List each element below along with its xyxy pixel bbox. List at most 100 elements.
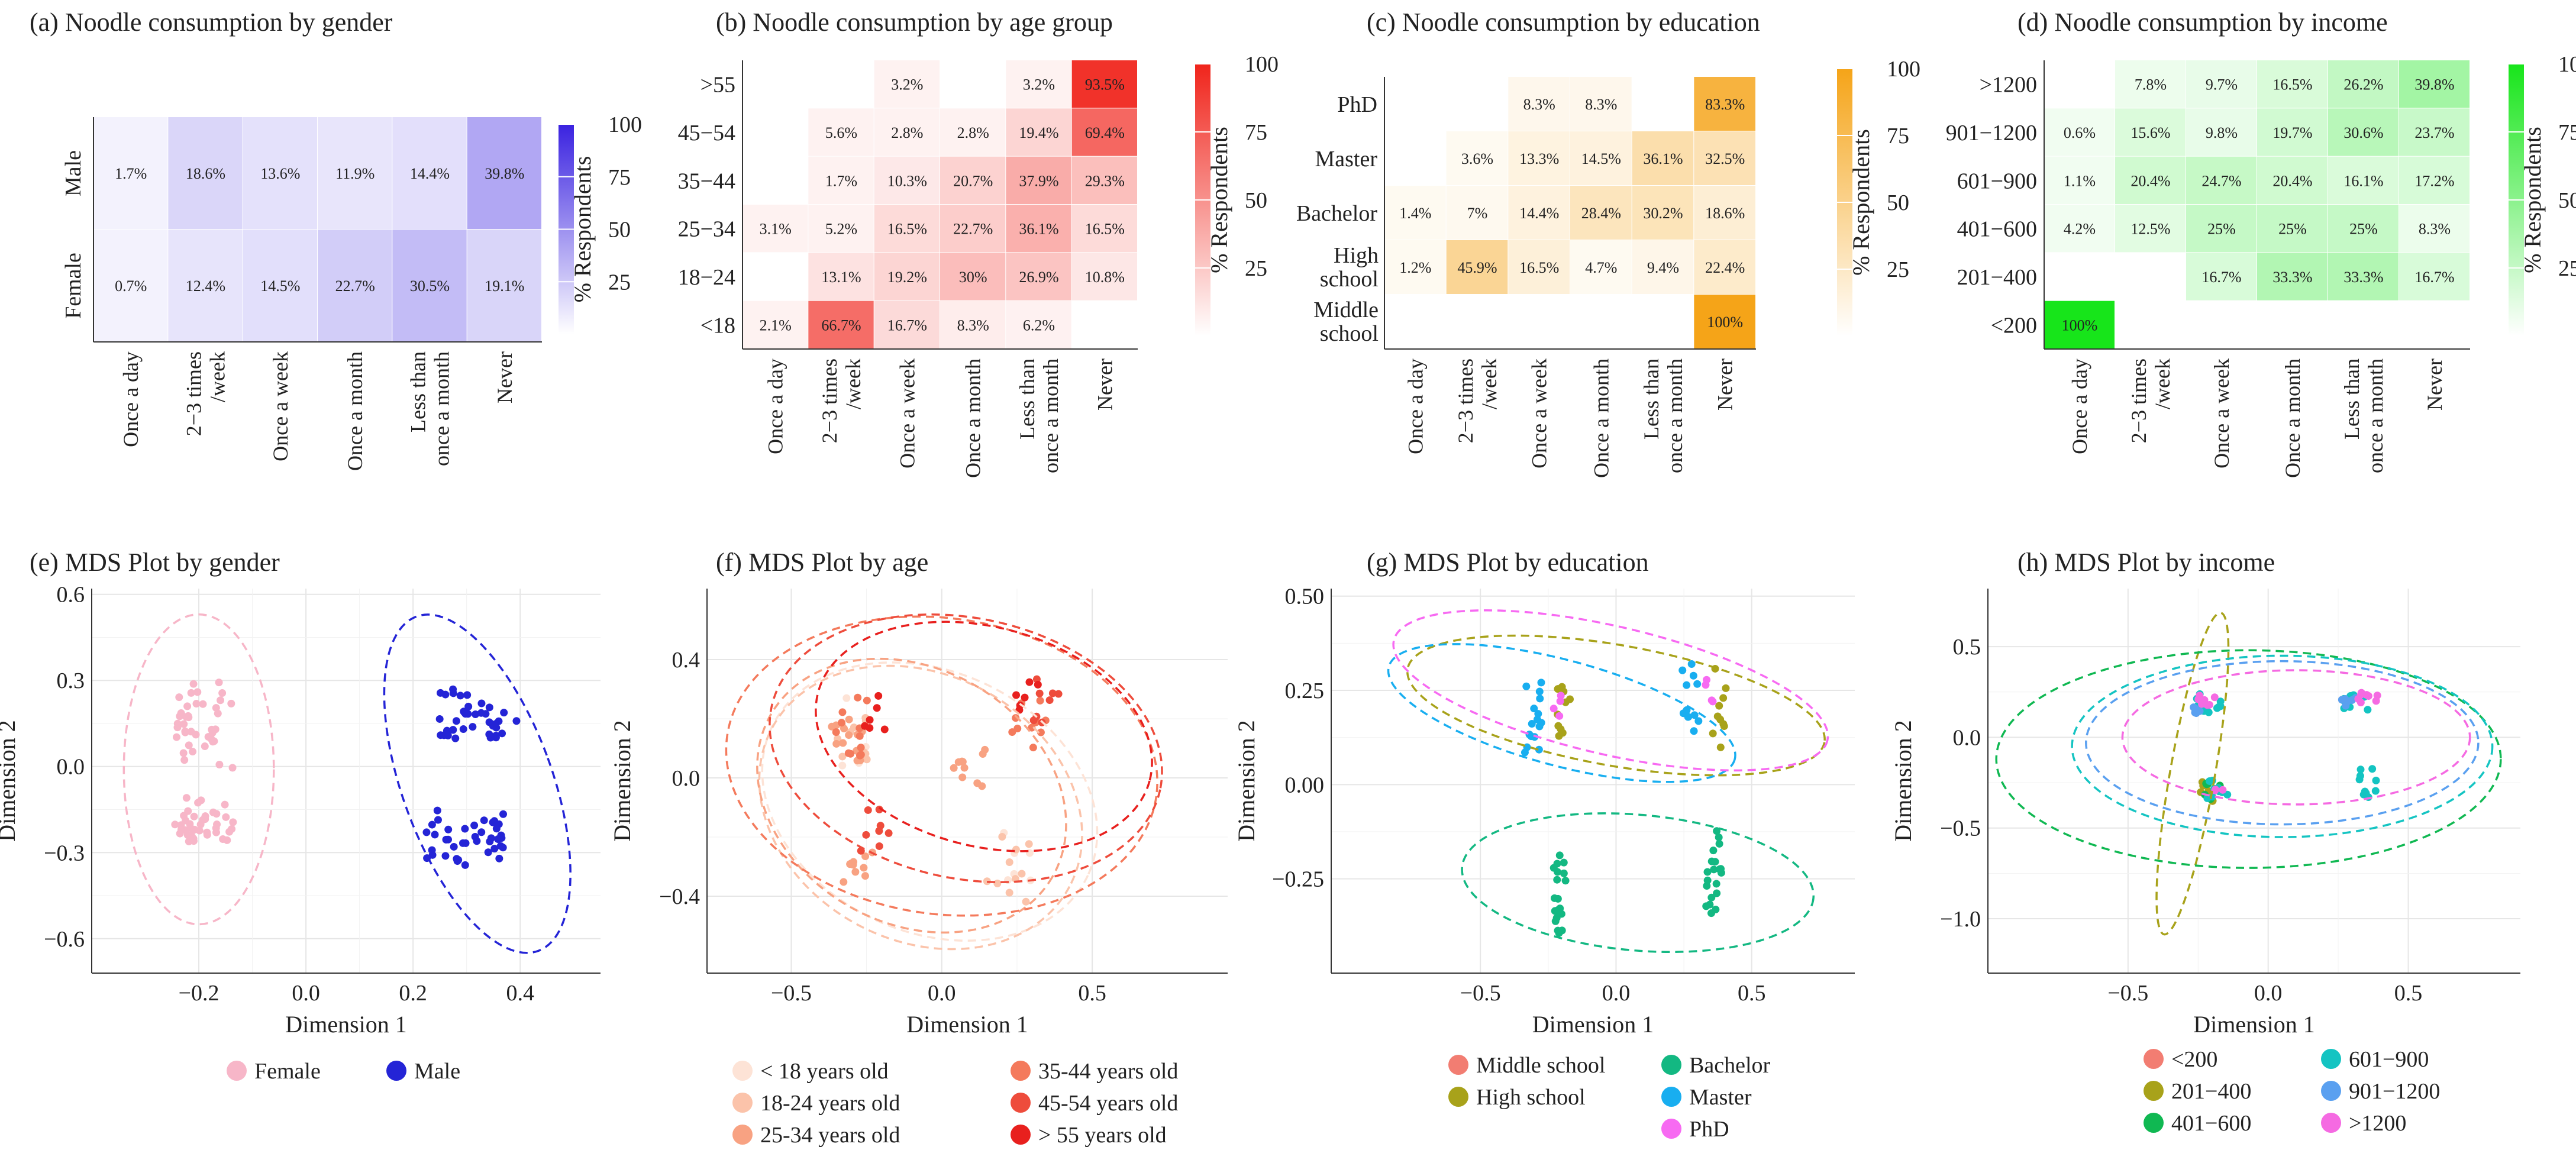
cell-label: 1.2% (1399, 259, 1431, 276)
data-point (866, 716, 874, 724)
column-label: once a month (1663, 358, 1687, 473)
data-point (1716, 743, 1725, 751)
data-point (864, 806, 872, 814)
column-label: Less than (2340, 358, 2364, 440)
column-label: Once a month (961, 358, 985, 478)
data-point (2357, 765, 2365, 774)
heatmap-cell (874, 156, 940, 204)
data-point (840, 725, 848, 733)
heatmap-cell (2257, 301, 2328, 348)
cell-label: 14.4% (410, 165, 450, 182)
data-point (845, 715, 853, 723)
colorbar-tick-label: 75 (608, 165, 631, 190)
data-point (498, 834, 506, 842)
confidence-ellipse (1387, 643, 1736, 783)
legend-swatch (1661, 1087, 1681, 1107)
heatmap-cell (1570, 131, 1632, 185)
data-point (197, 796, 205, 805)
column-label: Never (1093, 358, 1116, 411)
confidence-ellipse (2071, 654, 2494, 838)
cell-label: 6.2% (1023, 316, 1055, 334)
colorbar-tick-label: 75 (2558, 120, 2576, 145)
column-label: 2−3 times (1454, 358, 1477, 443)
heatmap-cell (2115, 301, 2186, 348)
cell-label: 14.5% (260, 277, 300, 295)
data-point (1533, 715, 1541, 723)
heatmap-cell (2115, 205, 2186, 253)
y-tick-label: 0.0 (672, 766, 701, 791)
column-label: Never (1713, 358, 1737, 411)
heatmap-cell (808, 108, 874, 156)
legend-swatch (732, 1061, 753, 1081)
confidence-ellipse (1995, 649, 2502, 869)
data-point (1557, 692, 1565, 700)
data-point (459, 725, 467, 734)
heatmap-cell (168, 230, 243, 341)
data-point (1034, 680, 1042, 689)
mds-panel-g: (g) MDS Plot by education −0.5 0.0 0.5 −0.25… (1233, 548, 1855, 1142)
legend-swatch (1661, 1119, 1681, 1139)
data-point (838, 752, 847, 761)
data-point (2356, 772, 2364, 780)
colorbar-tick-label: 50 (608, 218, 631, 243)
heatmap-cell (743, 108, 808, 156)
cell-label: 10.8% (1085, 269, 1125, 286)
data-point (1054, 690, 1063, 698)
cell-label: 28.4% (1581, 205, 1621, 222)
x-axis-title: Dimension 1 (2193, 1011, 2315, 1038)
row-label: 25−34 (678, 217, 735, 242)
data-point (1719, 694, 1728, 702)
colorbar-tick-label: 75 (1245, 120, 1267, 145)
data-point (1555, 929, 1563, 937)
data-point (1703, 676, 1711, 684)
y-tick-label: 0.4 (672, 648, 701, 673)
x-axis-title: Dimension 1 (906, 1011, 1028, 1038)
confidence-ellipse (769, 613, 1163, 883)
data-point (500, 709, 508, 717)
cell-label: 25% (2278, 221, 2307, 238)
row-label: 401−600 (1957, 217, 2037, 242)
heatmap-cell (1446, 186, 1508, 240)
data-point (838, 708, 847, 716)
legend-label: 201−400 (2171, 1079, 2251, 1104)
data-point (1560, 858, 1568, 867)
cell-label: 16.7% (2201, 269, 2241, 286)
heatmap-cell (1071, 60, 1137, 108)
x-tick-label: 0.0 (292, 981, 320, 1006)
legend-label: High school (1476, 1085, 1586, 1110)
data-point (187, 689, 195, 697)
legend-label: 901−1200 (2349, 1079, 2440, 1104)
colorbar-tick-label: 50 (1887, 190, 1909, 215)
x-tick-label: 0.5 (1738, 981, 1766, 1006)
mds-panel-h: (h) MDS Plot by income −0.5 0.0 0.5 −1.0 −0.5… (1890, 548, 2520, 1136)
heatmap-cell (2257, 108, 2328, 156)
data-point (1713, 889, 1721, 897)
data-point (485, 730, 493, 738)
data-point (431, 831, 439, 839)
heatmap-cell (1006, 205, 1071, 253)
data-point (422, 828, 431, 836)
data-point (461, 861, 469, 869)
column-label: /week (206, 351, 230, 402)
row-label: school (1320, 321, 1379, 346)
data-point (2364, 706, 2372, 714)
heatmap-cell (808, 205, 874, 253)
cell-label: 39.8% (2414, 76, 2454, 93)
data-point (195, 826, 204, 835)
data-point (1534, 710, 1542, 718)
data-point (185, 713, 193, 722)
legend: < 18 years old 18-24 years old 25-34 years… (732, 1059, 1178, 1148)
row-label: <200 (1991, 313, 2037, 338)
column-label: Never (493, 351, 517, 403)
data-point (1715, 839, 1723, 848)
cell-label: 4.2% (2064, 221, 2096, 238)
heatmap-cell (2186, 156, 2257, 204)
cell-label: 22.7% (335, 277, 375, 295)
legend-swatch (732, 1093, 753, 1113)
data-point (839, 739, 847, 747)
cell-label: 16.5% (1519, 259, 1559, 276)
heatmap-cell (1446, 131, 1508, 185)
data-point (189, 680, 198, 688)
data-point (1707, 893, 1716, 902)
heatmap-cell (1694, 295, 1755, 348)
